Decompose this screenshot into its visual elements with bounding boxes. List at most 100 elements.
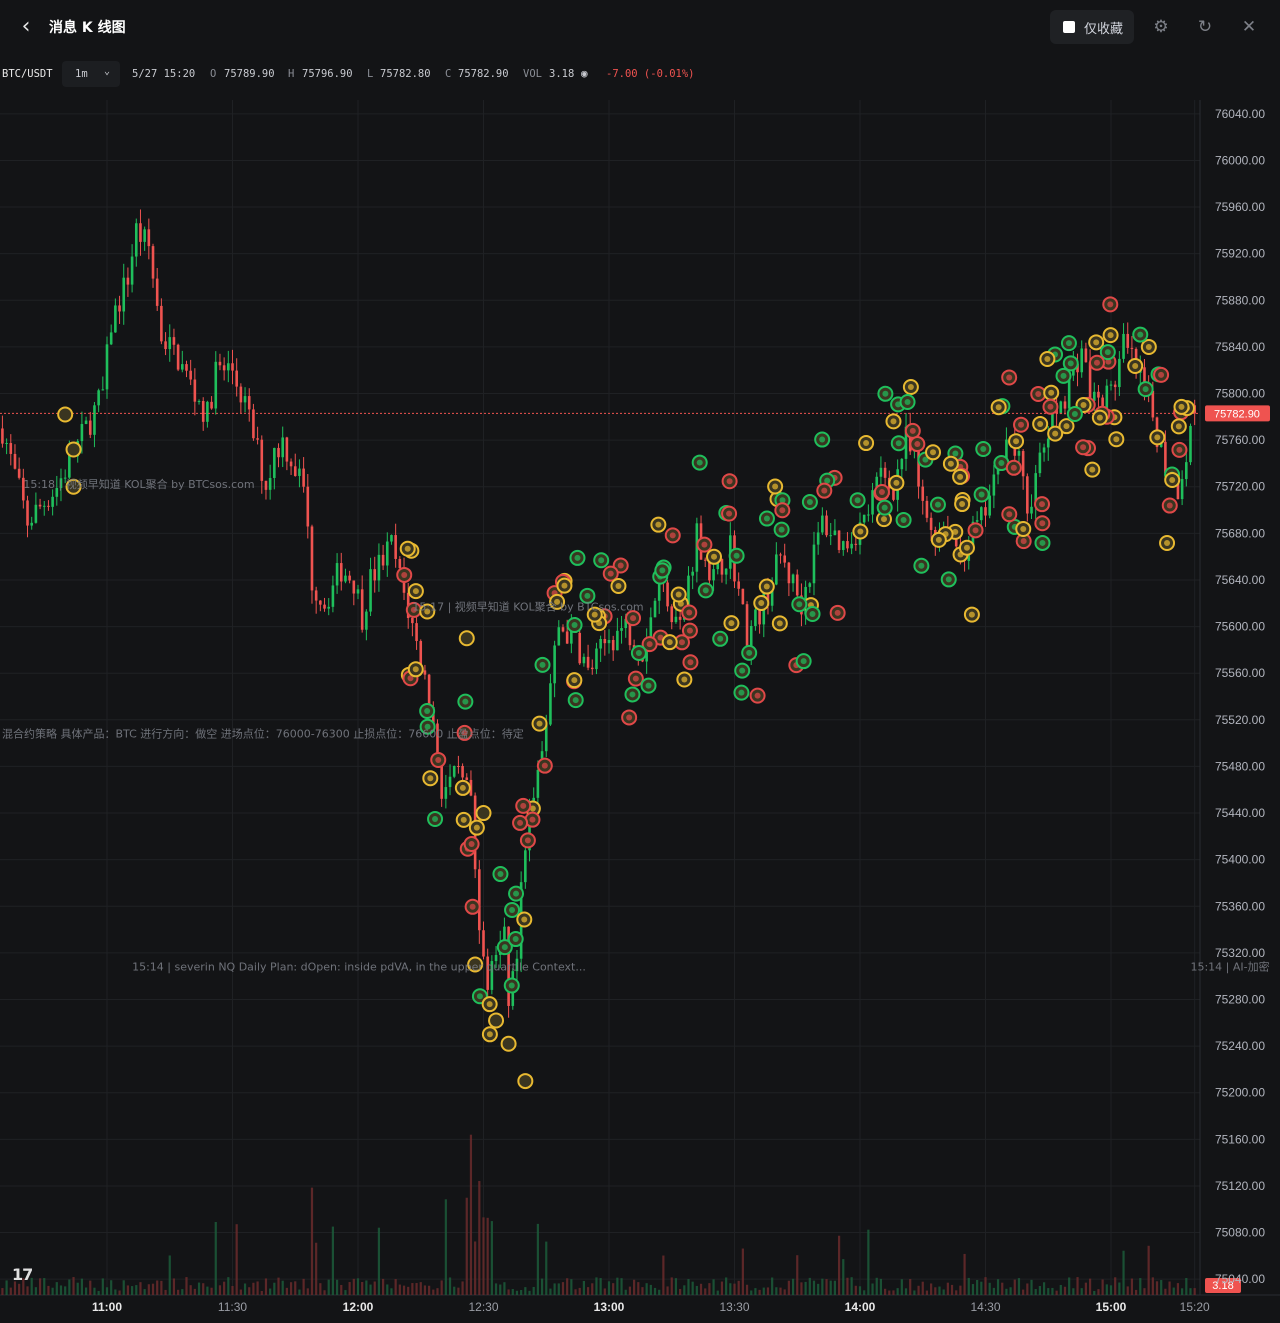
candle-body	[42, 505, 46, 507]
low-label: L	[367, 68, 374, 80]
candle-body	[260, 439, 264, 481]
candle-body	[862, 514, 866, 523]
candle-body	[825, 515, 828, 536]
volume-bar	[1147, 1245, 1150, 1295]
candle-body	[1109, 384, 1113, 386]
close-button[interactable]: ✕	[1237, 14, 1261, 40]
message-bubble-dot	[666, 639, 673, 646]
candle-body	[775, 554, 778, 585]
message-bubble-dot	[461, 729, 468, 736]
candle-body	[331, 585, 335, 607]
message-bubble[interactable]	[65, 478, 82, 495]
message-bubble[interactable]	[467, 956, 484, 973]
kline-chart[interactable]: 75782.90 3.18 15:18 | 视频早知道 KOL聚合 by BTCs…	[0, 100, 1280, 1323]
message-bubble-dot	[1158, 371, 1165, 378]
volume-bar	[582, 1280, 585, 1295]
volume-bar	[285, 1287, 288, 1295]
candle-body	[319, 600, 322, 605]
volume-bar	[771, 1277, 774, 1295]
candle-body	[691, 571, 694, 576]
message-bubble[interactable]	[500, 1035, 517, 1052]
message-bubble[interactable]	[488, 1012, 505, 1029]
time-tick-label: 11:30	[218, 1300, 247, 1314]
interval-select[interactable]: 1m ⌄	[62, 61, 120, 87]
message-bubble[interactable]	[65, 441, 82, 458]
volume-bar	[699, 1283, 703, 1295]
time-axis[interactable]: 11:00 11:30 12:00 12:30 13:00 13:30 14:00 14:30…	[92, 1300, 1210, 1314]
volume-bar	[1013, 1279, 1016, 1295]
refresh-button[interactable]: ↻	[1193, 14, 1217, 40]
settings-button[interactable]: ⚙	[1149, 14, 1173, 40]
volume-bar	[683, 1285, 686, 1295]
candle-body	[1, 428, 4, 444]
favorites-checkbox[interactable]	[1063, 21, 1075, 33]
message-bubble-dot	[497, 871, 504, 878]
page-title: 消息 K 线图	[49, 20, 126, 36]
message-markers[interactable]	[57, 200, 1280, 1090]
candle-body	[570, 623, 573, 644]
volume-bar	[850, 1277, 853, 1295]
candle-body	[741, 588, 745, 605]
volume-bar	[1034, 1289, 1037, 1295]
candle-body	[536, 769, 540, 798]
candle-body	[616, 630, 619, 651]
candle-body	[285, 437, 289, 462]
volume-bar	[1076, 1277, 1079, 1295]
volume-bar	[1068, 1277, 1071, 1295]
candle-body	[1159, 441, 1163, 448]
volume-bar	[846, 1277, 849, 1295]
message-bubble[interactable]	[517, 1073, 534, 1090]
price-tick-label: 76000.00	[1215, 153, 1265, 167]
eye-icon[interactable]: ◉	[581, 67, 588, 80]
volume-bar	[825, 1279, 828, 1295]
message-bubble-dot	[952, 450, 959, 457]
message-bubble-dot	[1065, 340, 1072, 347]
volume-bar	[1001, 1282, 1004, 1295]
candle-body	[582, 656, 586, 664]
message-bubble[interactable]	[57, 406, 74, 423]
volume-bar	[1042, 1282, 1046, 1295]
candle-body	[327, 606, 331, 609]
message-bubble[interactable]	[458, 630, 475, 647]
volume-bar	[156, 1280, 159, 1295]
message-bubble-dot	[541, 762, 548, 769]
message-bubble-dot	[702, 587, 709, 594]
price-tick-label: 75600.00	[1215, 620, 1265, 634]
message-bubble-dot	[1080, 444, 1087, 451]
candle-body	[352, 580, 356, 594]
message-bubble-dot	[646, 641, 653, 648]
price-tick-label: 75640.00	[1215, 573, 1265, 587]
price-tick-label: 75800.00	[1215, 387, 1265, 401]
message-bubble-dot	[501, 944, 508, 951]
price-tick-label: 75560.00	[1215, 666, 1265, 680]
candle-body	[147, 229, 151, 247]
price-axis[interactable]: 76040.00 76000.00 75960.00 75920.00 75880.00…	[1215, 107, 1265, 1286]
message-bubble-dot	[687, 659, 694, 666]
volume-bar	[1072, 1288, 1075, 1295]
candle-body	[360, 589, 364, 630]
message-bubble-dot	[476, 993, 483, 1000]
candle-body	[47, 505, 50, 507]
volume-bar	[243, 1283, 247, 1295]
volume-bar	[612, 1283, 615, 1295]
message-bubble-dot	[678, 639, 685, 646]
volume-bar	[1164, 1288, 1167, 1295]
favorites-only-toggle[interactable]: 仅收藏	[1050, 10, 1134, 44]
message-bubble-dot	[824, 477, 831, 484]
volume-bar	[909, 1279, 912, 1295]
symbol-label[interactable]: BTC/USDT	[2, 68, 53, 80]
message-bubble[interactable]	[475, 805, 492, 822]
volume-bar	[181, 1289, 184, 1295]
back-button[interactable]: ‹	[14, 14, 38, 40]
message-bubble-dot	[509, 906, 516, 913]
candle-body	[427, 674, 431, 707]
candle-body	[925, 500, 929, 518]
volume-bar	[172, 1278, 176, 1295]
message-bubble-dot	[959, 501, 966, 508]
candle-body	[385, 541, 389, 566]
message-bubble-dot	[1006, 511, 1013, 518]
volume-bar	[440, 1280, 443, 1295]
volume-bar	[942, 1289, 945, 1295]
message-bubble-dot	[686, 609, 693, 616]
chart-canvas[interactable]: 75782.90 3.18 15:18 | 视频早知道 KOL聚合 by BTCs…	[0, 100, 1280, 1323]
